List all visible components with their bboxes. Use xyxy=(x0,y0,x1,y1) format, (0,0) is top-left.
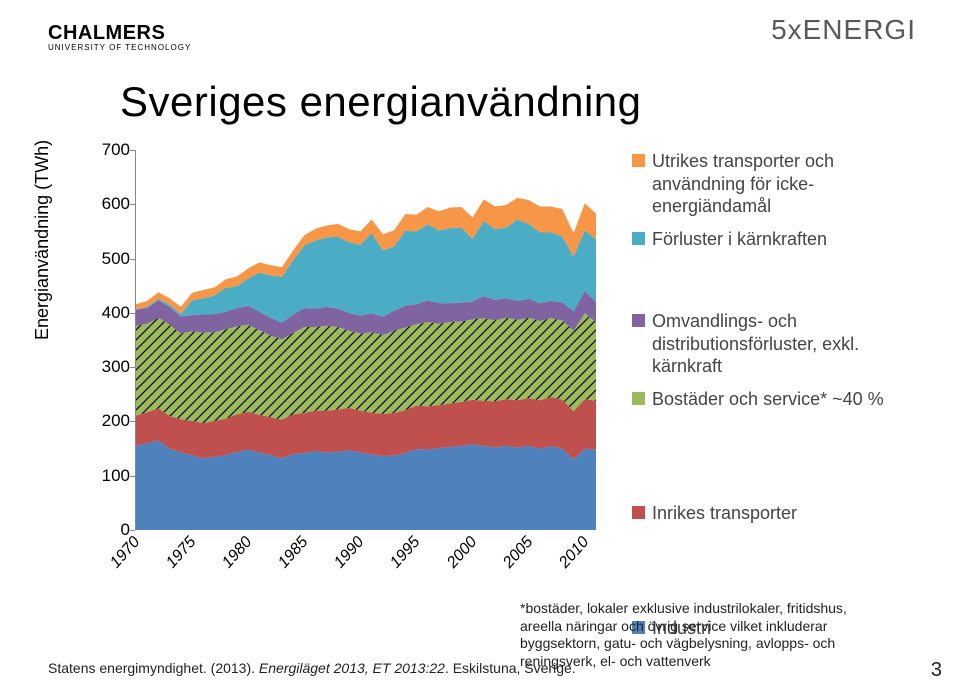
area-chart: Energianvändning (TWh) 01002003004005006… xyxy=(40,140,620,580)
legend: Utrikes transporter och användning för i… xyxy=(632,150,912,649)
x-tick-label: 2000 xyxy=(444,534,481,572)
legend-label: Förluster i kärnkraften xyxy=(652,228,827,251)
brand-text: CHALMERS xyxy=(48,22,191,45)
swatch xyxy=(632,154,645,167)
y-tick-mark xyxy=(130,313,135,314)
page-number: 3 xyxy=(931,659,942,682)
legend-item: Omvandlings- och distributionsförluster,… xyxy=(632,310,912,378)
x-tick-label: 2010 xyxy=(556,534,593,572)
x-tick-label: 1980 xyxy=(219,534,256,572)
x-tick-label: 2005 xyxy=(500,534,537,572)
legend-item: Utrikes transporter och användning för i… xyxy=(632,150,912,218)
legend-spacer xyxy=(632,420,912,502)
legend-item: Bostäder och service* ~40 % xyxy=(632,388,912,411)
legend-item: Inrikes transporter xyxy=(632,502,912,525)
y-tick-label: 600 xyxy=(96,194,130,214)
y-tick-mark xyxy=(130,259,135,260)
swatch xyxy=(632,392,645,405)
y-tick-mark xyxy=(130,476,135,477)
citation: Statens energimyndighet. (2013). Energil… xyxy=(48,660,576,676)
chart-svg xyxy=(136,150,596,530)
y-tick-mark xyxy=(130,150,135,151)
y-tick-mark xyxy=(130,367,135,368)
x-tick-label: 1995 xyxy=(387,534,424,572)
y-tick-mark xyxy=(130,530,135,531)
y-tick-label: 700 xyxy=(96,140,130,160)
slide-title: Sveriges energianvändning xyxy=(120,78,642,126)
legend-label: Omvandlings- och distributionsförluster,… xyxy=(652,310,912,378)
citation-italic: Energiläget 2013, ET 2013:22 xyxy=(259,660,445,676)
brand-subtext: UNIVERSITY OF TECHNOLOGY xyxy=(48,43,191,52)
citation-prefix: Statens energimyndighet. (2013). xyxy=(48,660,259,676)
y-tick-label: 200 xyxy=(96,411,130,431)
legend-label: Bostäder och service* ~40 % xyxy=(652,388,884,411)
y-tick-label: 100 xyxy=(96,466,130,486)
y-tick-label: 300 xyxy=(96,357,130,377)
y-tick-label: 0 xyxy=(96,520,130,540)
swatch xyxy=(632,314,645,327)
legend-label: Utrikes transporter och användning för i… xyxy=(652,150,912,218)
y-tick-label: 500 xyxy=(96,249,130,269)
swatch xyxy=(632,232,645,245)
chalmers-logo: CHALMERS UNIVERSITY OF TECHNOLOGY xyxy=(48,22,191,52)
y-tick-mark xyxy=(130,204,135,205)
x-tick-label: 1975 xyxy=(163,534,200,572)
legend-item: Förluster i kärnkraften xyxy=(632,228,912,251)
legend-label: Inrikes transporter xyxy=(652,502,797,525)
y-tick-label: 400 xyxy=(96,303,130,323)
slide-header-right: 5xENERGI xyxy=(771,14,916,46)
x-tick-label: 1990 xyxy=(331,534,368,572)
legend-spacer xyxy=(632,260,912,310)
plot-area xyxy=(135,150,595,530)
swatch xyxy=(632,506,645,519)
y-tick-mark xyxy=(130,421,135,422)
y-axis-label: Energianvändning (TWh) xyxy=(32,140,53,340)
footnote: *bostäder, lokaler exklusive industrilok… xyxy=(520,600,890,670)
x-tick-label: 1985 xyxy=(275,534,312,572)
